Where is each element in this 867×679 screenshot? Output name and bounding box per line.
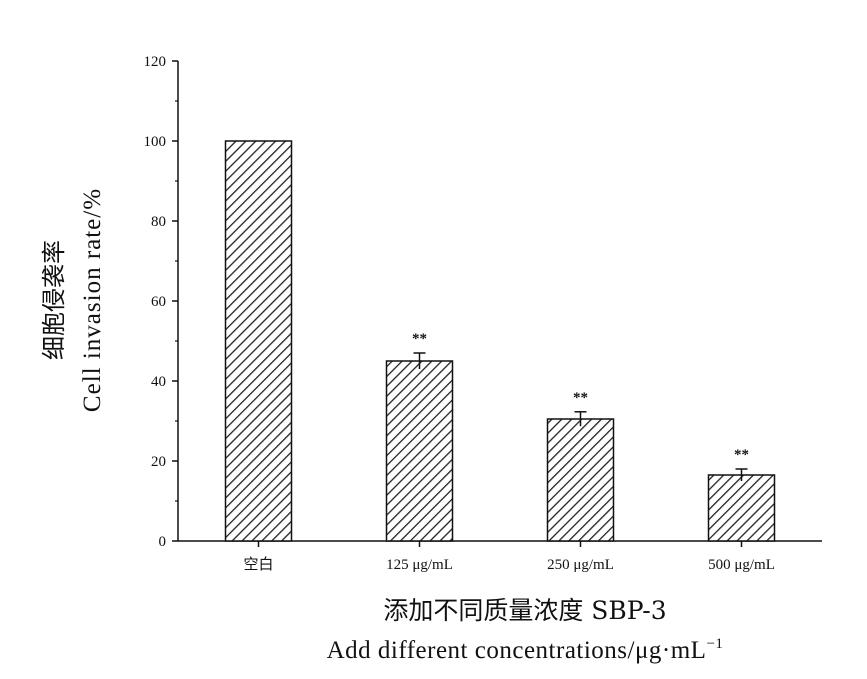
x-category-label: 125 μg/mL [386,557,453,573]
x-category-label: 500 μg/mL [708,557,775,573]
x-axis-title-en: Add different concentrations/μg·mL−1 [327,636,724,664]
significance-label: ** [573,390,588,406]
y-tick-label: 40 [151,374,166,390]
x-category-labels: 空白 125 μg/mL 250 μg/mL 500 μg/mL [243,541,775,573]
bar [707,474,776,542]
y-tick-label: 80 [151,214,166,230]
x-axis-title-en-superscript: −1 [706,636,723,652]
bar [224,140,293,542]
significance-label: ** [734,447,749,463]
y-ticks: 0 20 40 60 80 100 120 [144,54,178,550]
y-tick-label: 0 [159,534,167,550]
y-tick-label: 20 [151,454,166,470]
bar [385,360,454,542]
bar [546,418,615,542]
y-axis-title-en: Cell invasion rate/% [79,188,106,412]
y-axis-title-zh: 细胞侵袭率 [40,240,68,360]
x-axis-title-en-main: Add different concentrations/μg·mL [327,637,707,664]
bars: ** ** ** [224,140,776,542]
x-category-label: 250 μg/mL [547,557,614,573]
y-tick-label: 120 [144,54,167,70]
y-tick-label: 60 [151,294,166,310]
x-category-label: 空白 [243,556,273,573]
significance-label: ** [412,331,427,347]
y-tick-label: 100 [144,134,167,150]
x-axis-title-zh: 添加不同质量浓度 SBP-3 [383,596,666,625]
